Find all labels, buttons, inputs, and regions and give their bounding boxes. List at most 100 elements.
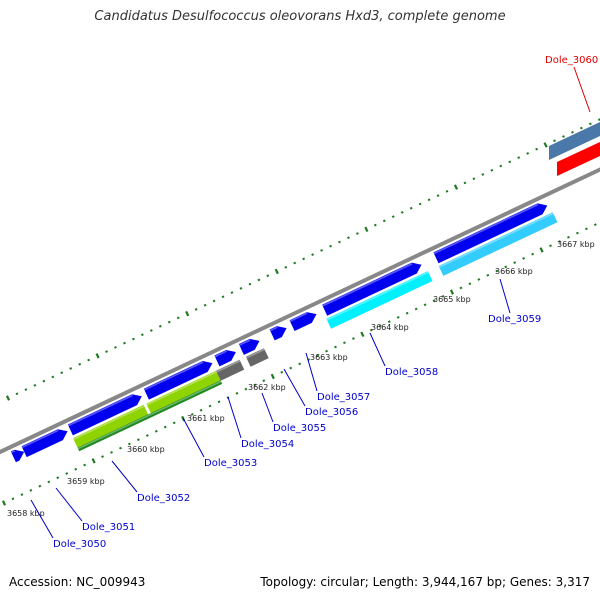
scale-label: 3659 kbp: [67, 477, 105, 486]
scale-tick: [432, 299, 436, 302]
scale-tick: [472, 177, 476, 181]
scale-tick: [490, 168, 494, 172]
scale-tick: [167, 320, 171, 324]
gene-leader-line: [30, 499, 54, 539]
scale-tick: [436, 194, 440, 197]
gene-leader-line: [499, 278, 511, 314]
gene-leader-line: [573, 66, 591, 113]
scale-tick: [185, 310, 190, 317]
scale-label: 3661 kbp: [187, 414, 225, 423]
scale-tick: [588, 122, 592, 126]
scale-tick: [343, 341, 346, 345]
cds-feature-shadow: [77, 380, 223, 452]
scale-tick: [78, 362, 82, 366]
feature-shine: [269, 326, 278, 332]
scale-tick: [298, 362, 302, 366]
scale-tick: [575, 231, 579, 235]
scale-label: 3665 kbp: [433, 295, 471, 304]
scale-tick: [453, 184, 459, 190]
scale-tick: [463, 181, 467, 185]
scale-tick: [325, 349, 328, 353]
scale-tick: [110, 451, 113, 454]
scale-tick: [391, 215, 395, 219]
scale-tick: [558, 240, 561, 243]
scale-tick: [307, 358, 311, 361]
scale-tick: [235, 391, 239, 395]
scale-tick: [427, 198, 431, 202]
gene-label: Dole_3053: [204, 458, 257, 469]
scale-tick: [190, 413, 194, 416]
scale-tick: [194, 308, 198, 311]
scale-tick: [244, 387, 248, 391]
gene-feature: [322, 262, 422, 316]
feature-shine: [214, 350, 227, 358]
scale-tick: [418, 202, 422, 206]
feature-shine: [438, 212, 554, 268]
feature-shine: [143, 361, 204, 391]
feature-shape: [214, 350, 236, 367]
gene-feature: [238, 338, 260, 355]
feature-shine: [246, 348, 265, 359]
cds-feature: [438, 212, 558, 276]
feature-shape: [143, 361, 213, 400]
scale-tick: [83, 463, 87, 467]
scale-label: 3667 kbp: [557, 240, 595, 249]
scale-tick: [123, 341, 126, 345]
gene-label: Dole_3057: [317, 392, 370, 403]
scale-tick: [114, 346, 117, 349]
feature-shape: [21, 429, 68, 458]
gene-feature: [143, 361, 213, 400]
gene-leader-line: [227, 396, 242, 439]
scale-tick: [140, 333, 144, 337]
scale-tick: [257, 278, 261, 282]
scale-tick: [203, 303, 207, 307]
scale-label: 3660 kbp: [127, 445, 165, 454]
scale-tick: [87, 358, 91, 362]
scale-tick: [65, 472, 69, 475]
scale-tick: [95, 353, 100, 359]
gene-feature: [21, 429, 68, 458]
feature-shine: [322, 263, 413, 307]
feature-shine: [10, 450, 16, 454]
scale-tick: [320, 249, 324, 252]
scale-tick: [15, 392, 19, 396]
accession-label: Accession: NC_009943: [9, 575, 146, 589]
feature-shape: [269, 326, 287, 341]
scale-tick: [441, 294, 445, 298]
scale-tick: [38, 484, 42, 488]
feature-shine: [77, 380, 222, 450]
scale-tick: [449, 289, 455, 295]
feature-shine: [238, 339, 251, 346]
gene-leader-line: [305, 352, 318, 392]
feature-shape: [289, 312, 317, 331]
scale-tick: [208, 404, 212, 408]
feature-red: [557, 142, 600, 176]
feature-shape: [433, 203, 548, 264]
scale-tick: [360, 331, 365, 338]
scale-tick: [91, 458, 96, 464]
gene-label: Dole_3052: [137, 493, 190, 504]
scale-tick: [396, 316, 400, 319]
scale-tick: [373, 223, 377, 227]
scale-tick: [74, 467, 78, 471]
scale-tick: [495, 269, 499, 273]
scale-tick: [289, 366, 293, 370]
cds-feature: [216, 359, 245, 381]
scale-tick: [221, 295, 225, 299]
gene-label: Dole_3054: [241, 439, 294, 450]
scale-tick: [387, 320, 391, 324]
scale-tick: [584, 227, 588, 231]
gene-label: Dole_3055: [273, 423, 326, 434]
scale-tick: [302, 257, 306, 261]
cds-feature: [326, 271, 433, 329]
gene-leader-line: [283, 368, 306, 407]
scale-tick: [119, 446, 122, 450]
gene-feature: [289, 312, 317, 331]
scale-tick: [293, 261, 297, 265]
scale-tick: [579, 126, 583, 130]
gene-leader-line: [261, 392, 274, 423]
outer-tick-row: [5, 118, 600, 401]
scale-tick: [20, 493, 24, 496]
scale-tick: [158, 324, 162, 328]
gene-label: Dole_3059: [488, 314, 541, 325]
